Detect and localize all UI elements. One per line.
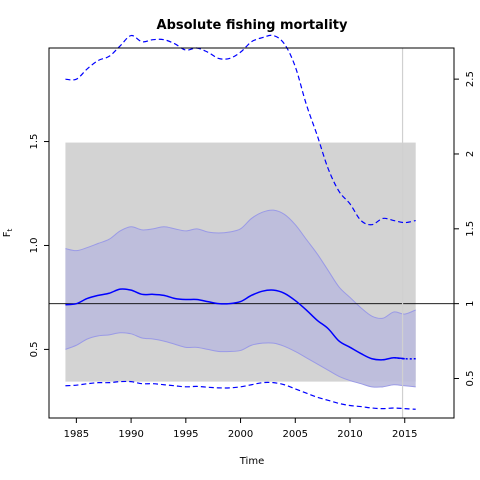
x-tick-label: 1995 xyxy=(173,429,198,440)
x-axis-label: Time xyxy=(239,456,264,467)
right-tick-label: 0.5 xyxy=(465,371,476,387)
x-tick-label: 1990 xyxy=(118,429,143,440)
y-axis-left: 0.5 1.0 1.5 xyxy=(29,134,49,357)
y-tick-label: 0.5 xyxy=(29,341,40,357)
y-axis-label: Ft xyxy=(2,228,14,237)
y-tick-label: 1.0 xyxy=(29,238,40,254)
plot-frame xyxy=(48,47,455,419)
y-axis-right: 0.5 1 1.5 2 2.5 xyxy=(454,71,476,386)
x-tick-label: 2015 xyxy=(392,429,417,440)
chart-title: Absolute fishing mortality xyxy=(157,18,348,33)
y-axis-label-main: F xyxy=(2,231,13,237)
ci-lower-line xyxy=(65,332,416,388)
y-axis-label-subscript: t xyxy=(6,228,14,231)
x-tick-label: 2000 xyxy=(228,429,253,440)
estimate-line xyxy=(65,288,405,361)
right-tick-label: 2 xyxy=(465,151,476,157)
x-tick-label: 1985 xyxy=(64,429,89,440)
right-tick-label: 1.5 xyxy=(465,221,476,237)
right-tick-label: 1 xyxy=(465,300,476,306)
x-tick-label: 2005 xyxy=(283,429,308,440)
x-axis: 1985 1990 1995 2000 2005 2010 2015 xyxy=(64,418,417,440)
reference-line-layer xyxy=(49,48,454,418)
ci-upper-line xyxy=(65,209,416,319)
x-tick-label: 2010 xyxy=(337,429,362,440)
series-layer xyxy=(65,34,416,410)
ci-fill xyxy=(65,210,416,388)
outer-lower-line xyxy=(65,380,416,410)
y-tick-label: 1.5 xyxy=(29,134,40,150)
outer-upper-line xyxy=(65,34,416,226)
right-tick-label: 2.5 xyxy=(465,71,476,87)
ci-layer xyxy=(65,209,416,388)
